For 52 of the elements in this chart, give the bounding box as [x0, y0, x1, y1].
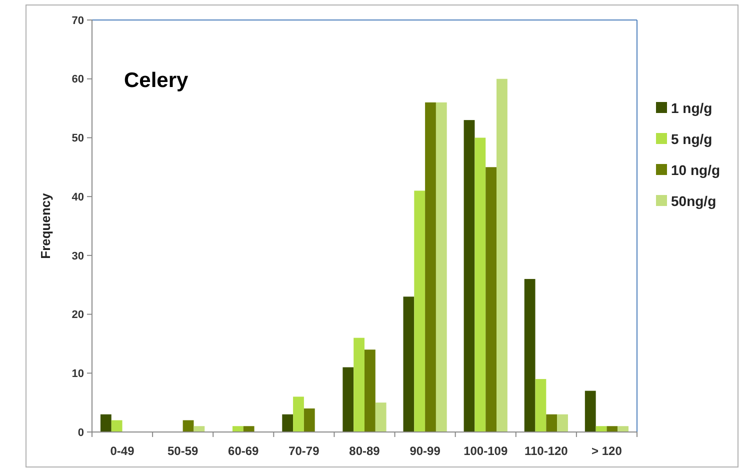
- bar: [243, 426, 254, 432]
- bar: [524, 278, 536, 432]
- legend-label: 10 ng/g: [671, 162, 720, 178]
- x-tick-label: 60-69: [228, 444, 260, 458]
- text: Celery: [124, 69, 189, 92]
- y-tick-label: 20: [72, 309, 84, 322]
- legend-label: 1 ng/g: [671, 100, 712, 116]
- y-tick-label: 60: [72, 74, 84, 86]
- bar: [496, 78, 508, 432]
- bar: [425, 102, 436, 432]
- bar: [557, 414, 568, 432]
- bar: [414, 190, 426, 432]
- bar: [618, 426, 629, 432]
- bar: [464, 120, 475, 432]
- bar: [535, 379, 546, 432]
- x-tick-label: 0-49: [110, 444, 135, 458]
- y-tick-label: 10: [72, 368, 84, 380]
- x-tick-label: 110-120: [524, 444, 568, 458]
- x-tick-label: > 120: [592, 444, 622, 458]
- bar: [403, 296, 414, 432]
- y-axis-title: Frequency: [38, 192, 53, 259]
- x-tick-label: 90-99: [410, 444, 441, 458]
- y-tick-label: 0: [78, 426, 84, 439]
- bar: [100, 414, 112, 432]
- bar: [282, 414, 294, 432]
- bar: [354, 338, 364, 432]
- y-tick-label: 40: [72, 191, 84, 204]
- bar: [111, 420, 122, 432]
- y-tick-label: 70: [72, 14, 84, 27]
- bar: [596, 426, 607, 432]
- x-tick-label: 70-79: [288, 444, 320, 458]
- y-tick-label: 30: [72, 250, 84, 262]
- bar: [375, 402, 386, 432]
- bar: [436, 102, 447, 432]
- x-tick-label: 100-109: [464, 444, 508, 458]
- bar: [182, 420, 194, 432]
- bar: [232, 426, 244, 432]
- bar: [304, 408, 315, 432]
- legend-label: 50ng/g: [671, 192, 716, 209]
- bar: [194, 426, 205, 432]
- bar: [606, 426, 618, 432]
- bar: [293, 396, 304, 432]
- bar: [364, 350, 376, 432]
- bar: [584, 390, 596, 432]
- legend-label: 5 ng/g: [671, 130, 712, 147]
- bar: [342, 367, 354, 432]
- bar: [486, 167, 497, 432]
- x-tick-label: 50-59: [167, 444, 198, 458]
- x-tick-label: 80-89: [349, 444, 380, 458]
- y-tick-label: 50: [72, 132, 84, 145]
- bar: [546, 414, 558, 432]
- bar: [474, 138, 486, 432]
